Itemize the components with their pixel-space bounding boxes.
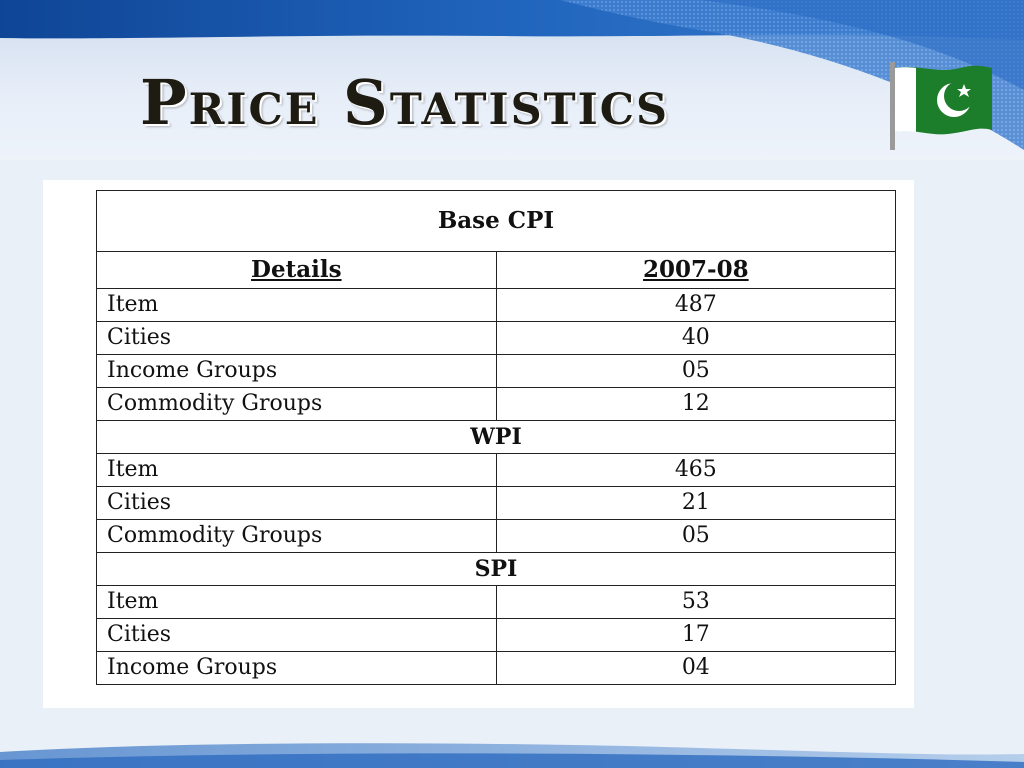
row-label: Cities xyxy=(96,486,497,520)
row-value: 53 xyxy=(495,585,897,619)
table-row: Item 53 xyxy=(96,585,897,619)
table-row: Cities 21 xyxy=(96,486,897,520)
table-row: Item 487 xyxy=(96,288,897,322)
row-value: 17 xyxy=(495,618,897,652)
row-label: Item xyxy=(96,453,497,487)
row-label: Commodity Groups xyxy=(96,519,497,553)
table-caption-row: Base CPI xyxy=(96,190,896,252)
table-row: Cities 17 xyxy=(96,618,897,652)
row-value: 21 xyxy=(495,486,897,520)
row-value: 05 xyxy=(495,519,897,553)
row-value: 05 xyxy=(495,354,897,388)
row-value: 487 xyxy=(495,288,897,322)
table-caption: Base CPI xyxy=(96,190,896,252)
row-value: 465 xyxy=(495,453,897,487)
row-value: 04 xyxy=(495,651,897,685)
price-statistics-table: Base CPI Details 2007-08 Item 487 Cities… xyxy=(96,190,897,685)
section-row-wpi: WPI xyxy=(96,420,896,454)
row-label: Item xyxy=(96,288,497,322)
table-row: Commodity Groups 12 xyxy=(96,387,897,421)
column-header-year: 2007-08 xyxy=(495,251,897,289)
table-header-row: Details 2007-08 xyxy=(96,251,897,289)
table-row: Item 465 xyxy=(96,453,897,487)
table-row: Income Groups 05 xyxy=(96,354,897,388)
table-row: Commodity Groups 05 xyxy=(96,519,897,553)
pakistan-flag-icon xyxy=(888,60,994,150)
row-label: Item xyxy=(96,585,497,619)
section-title-wpi: WPI xyxy=(96,420,896,454)
section-row-spi: SPI xyxy=(96,552,896,586)
row-label: Commodity Groups xyxy=(96,387,497,421)
page-title: Price Statistics xyxy=(140,66,670,139)
row-label: Cities xyxy=(96,321,497,355)
table-row: Income Groups 04 xyxy=(96,651,897,685)
column-header-details: Details xyxy=(96,251,497,289)
row-value: 12 xyxy=(495,387,897,421)
row-value: 40 xyxy=(495,321,897,355)
row-label: Income Groups xyxy=(96,651,497,685)
table-row: Cities 40 xyxy=(96,321,897,355)
row-label: Income Groups xyxy=(96,354,497,388)
row-label: Cities xyxy=(96,618,497,652)
section-title-spi: SPI xyxy=(96,552,896,586)
